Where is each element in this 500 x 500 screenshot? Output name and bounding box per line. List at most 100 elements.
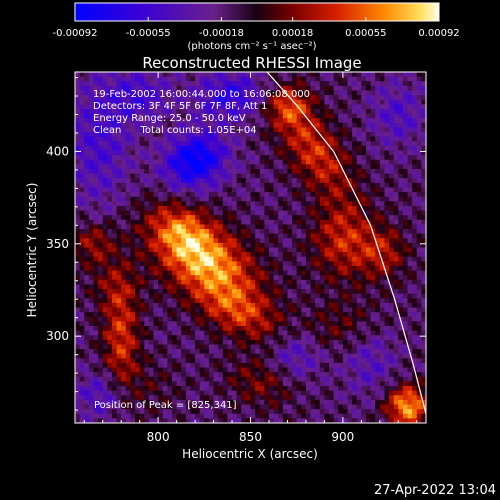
heatmap-cell [139,136,145,142]
heatmap-cell [232,335,238,341]
heatmap-cell [102,215,108,221]
heatmap-cell [227,201,233,207]
heatmap-cell [232,192,238,198]
heatmap-cell [135,201,141,207]
heatmap-cell [181,247,187,253]
heatmap-cell [75,81,81,87]
heatmap-cell [278,201,284,207]
heatmap-cell [227,358,233,364]
heatmap-cell [218,270,224,276]
heatmap-cell [384,229,390,235]
heatmap-cell [361,256,367,262]
heatmap-cell [393,265,399,271]
heatmap-cell [195,72,201,78]
heatmap-cell [268,164,274,170]
heatmap-cell [84,168,90,175]
heatmap-cell [287,85,293,91]
heatmap-cell [342,81,348,87]
heatmap-cell [93,293,99,299]
heatmap-cell [125,289,131,295]
heatmap-cell [370,367,376,373]
heatmap-cell [310,326,316,332]
heatmap-cell [333,238,339,244]
heatmap-cell [130,256,136,262]
heatmap-cell [93,104,99,110]
heatmap-cell [139,108,145,114]
heatmap-cell [329,108,335,114]
heatmap-cell [250,265,256,271]
heatmap-cell [218,132,224,138]
heatmap-cell [153,344,159,350]
heatmap-cell [416,122,422,128]
heatmap-cell [315,81,321,87]
heatmap-cell [171,113,178,119]
heatmap-cell [167,335,173,341]
heatmap-cell [121,72,127,78]
heatmap-cell [208,196,214,202]
heatmap-cell [153,164,159,170]
heatmap-cell [356,219,362,225]
heatmap-cell [135,168,141,175]
heatmap-cell [315,127,321,133]
heatmap-cell [171,284,178,290]
heatmap-cell [176,136,182,142]
heatmap-cell [365,256,371,262]
heatmap-cell [398,122,404,128]
heatmap-cell [273,307,279,313]
heatmap-cell [407,367,413,373]
heatmap-cell [98,293,104,299]
heatmap-cell [356,122,362,128]
heatmap-cell [227,196,233,202]
heatmap-cell [398,210,404,216]
heatmap-cell [130,298,136,304]
heatmap-cell [84,196,90,202]
heatmap-cell [181,205,187,211]
heatmap-cell [232,164,238,170]
heatmap-cell [245,270,251,276]
heatmap-cell [384,187,390,193]
heatmap-cell [402,316,408,322]
heatmap-cell [407,95,413,101]
heatmap-cell [148,201,154,207]
heatmap-cell [347,215,353,221]
heatmap-cell [84,173,90,179]
heatmap-cell [185,108,191,114]
heatmap-cell [135,372,141,378]
heatmap-cell [393,168,399,175]
heatmap-cell [158,270,164,276]
heatmap-cell [190,205,196,211]
heatmap-cell [227,289,233,295]
heatmap-cell [167,312,173,318]
heatmap-cell [153,168,159,175]
heatmap-cell [232,141,238,147]
heatmap-cell [287,178,293,184]
heatmap-cell [79,182,85,188]
heatmap-cell [407,321,413,327]
heatmap-cell [167,192,173,198]
heatmap-cell [88,316,94,322]
heatmap-cell [379,196,385,202]
heatmap-cell [287,168,293,175]
heatmap-cell [324,339,330,345]
heatmap-cell [167,344,173,350]
heatmap-cell [241,219,247,225]
heatmap-cell [130,279,136,285]
heatmap-cell [84,321,90,327]
heatmap-cell [144,302,150,308]
heatmap-cell [329,344,335,350]
heatmap-cell [407,187,413,193]
heatmap-cell [296,270,302,276]
heatmap-cell [139,233,145,239]
heatmap-cell [301,362,307,368]
heatmap-cell [333,81,339,87]
heatmap-cell [75,136,81,142]
heatmap-cell [412,168,418,175]
heatmap-cell [190,136,196,142]
heatmap-cell [121,113,127,119]
heatmap-cell [324,367,330,373]
heatmap-cell [241,90,247,96]
heatmap-cell [245,187,251,193]
heatmap-cell [208,145,214,151]
heatmap-cell [130,284,136,290]
heatmap-cell [338,265,344,271]
